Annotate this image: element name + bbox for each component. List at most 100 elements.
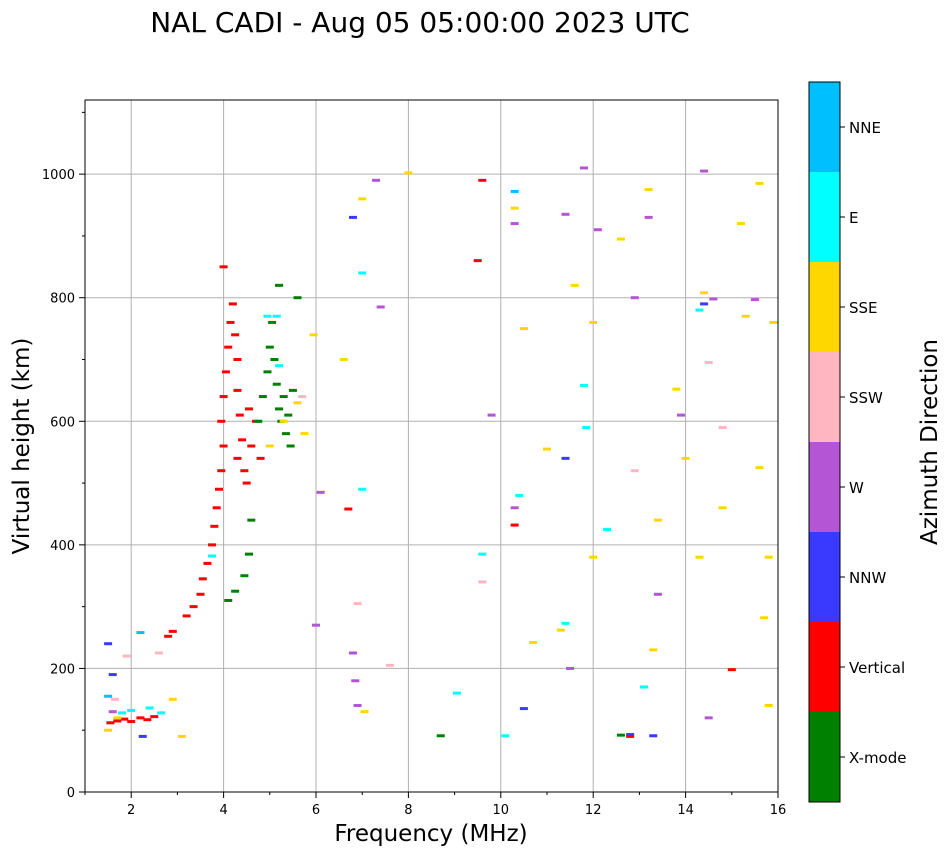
data-point-ssw [122,654,131,658]
colorbar-segment-sse [809,262,840,352]
data-point-vertical [136,716,145,720]
data-point-vertical [214,487,223,491]
data-point-sse [755,466,764,470]
data-point-vertical [235,413,244,417]
data-point-nnw [104,642,113,646]
data-point-vertical [164,634,173,638]
data-point-e [208,554,217,558]
data-point-vertical [219,395,228,399]
y-axis-label: Virtual height (km) [9,338,35,555]
data-point-vertical [143,718,152,722]
data-point-ssw [630,469,639,473]
data-point-e [501,734,510,738]
data-point-vertical [233,358,242,361]
colorbar-tick-label: W [849,479,864,497]
data-point-x-mode [616,733,625,737]
colorbar-segment-e [809,172,840,262]
data-point-nnw [649,734,658,738]
data-point-vertical [245,407,254,411]
data-point-w [566,666,575,670]
data-point-e [157,711,166,715]
data-point-x-mode [272,382,281,386]
data-point-e [275,364,284,368]
colorbar-segment-nnw [809,532,840,622]
data-point-w [709,297,718,301]
data-point-e [145,706,154,710]
data-point-x-mode [279,395,288,399]
data-point-w [510,506,519,510]
y-tick-label: 0 [67,786,75,801]
data-point-vertical [727,668,736,672]
data-point-sse [360,710,369,714]
x-axis-ticks: 2 4 6 8 10 12 14 16 [84,792,787,818]
y-tick-label: 1000 [42,168,75,183]
data-point-e [358,487,367,491]
data-point-w [108,710,117,714]
colorbar-segment-w [809,442,840,532]
data-point-vertical [256,456,265,460]
data-point-vertical [240,469,249,473]
data-point-w [372,178,381,182]
data-point-vertical [208,543,217,547]
data-point-vertical [247,444,256,448]
data-point-x-mode [293,296,302,300]
data-point-sse [113,716,122,720]
y-tick-label: 400 [50,539,75,554]
data-point-x-mode [265,345,274,349]
x-tick-label: 16 [770,803,787,818]
data-point-vertical [198,577,207,581]
data-point-sse [104,728,113,732]
data-point-sse [672,387,681,391]
data-point-sse [649,648,658,652]
data-point-sse [265,444,274,448]
data-point-sse [589,320,598,324]
data-point-ssw [298,395,307,399]
data-point-w [704,716,713,720]
data-point-sse [695,555,704,559]
data-point-vertical [344,507,353,511]
x-tick-label: 2 [127,803,135,818]
data-point-nnw [700,302,709,306]
data-point-ssw [154,651,163,655]
data-point-e [358,271,367,275]
data-point-e [603,527,612,531]
data-point-vertical [196,592,205,596]
data-point-x-mode [245,552,254,556]
data-point-sse [543,447,551,451]
data-point-ssw [111,697,120,701]
data-point-sse [769,320,778,324]
data-point-w [351,679,360,683]
data-point-w [316,490,325,494]
colorbar-tick-label: E [849,209,858,227]
data-point-nnw [108,673,117,677]
data-point-vertical [228,302,237,306]
y-tick-label: 800 [50,292,75,307]
data-point-e [263,314,272,318]
data-point-vertical [473,259,482,263]
data-point-w [510,222,519,226]
x-tick-label: 12 [585,803,602,818]
colorbar-tick-label: X-mode [849,749,906,767]
data-point-ssw [718,425,727,429]
x-tick-label: 10 [493,803,510,818]
data-point-x-mode [254,419,263,423]
data-point-vertical [219,444,228,448]
colorbar-segment-vertical [809,622,840,712]
colorbar-label: Azimuth Direction [917,339,943,545]
data-point-vertical [189,605,198,609]
data-point-ssw [353,602,362,606]
grid-lines [85,100,779,793]
data-point-e [515,493,524,497]
data-point-sse [700,291,709,295]
data-point-vertical [233,456,242,460]
data-point-vertical [182,614,191,618]
data-point-sse [718,506,727,510]
data-point-ssw [704,361,713,365]
data-point-sse [358,197,367,201]
data-point-nnw [561,456,570,460]
data-points [104,166,778,738]
data-point-w [750,298,759,302]
data-point-w [579,166,588,170]
colorbar-frame [808,81,841,803]
